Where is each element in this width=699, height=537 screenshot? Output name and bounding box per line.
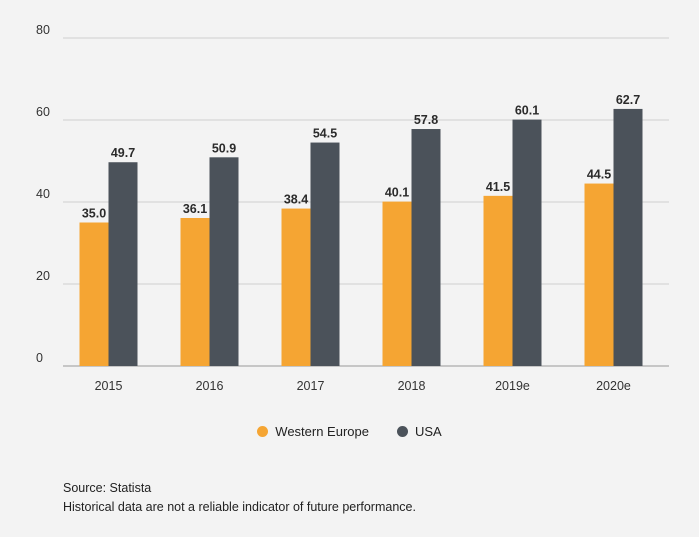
- data-label-western-europe-2017: 38.4: [284, 193, 308, 207]
- bar-usa-2018: [411, 129, 441, 366]
- bar-usa-2017: [310, 142, 340, 366]
- bar-usa-2015: [108, 162, 138, 366]
- data-label-usa-2015: 49.7: [111, 146, 135, 160]
- bar-western-europe-2020e: [584, 183, 614, 366]
- data-label-usa-2016: 50.9: [212, 141, 236, 155]
- bar-western-europe-2016: [180, 217, 210, 366]
- bar-western-europe-2018: [382, 201, 412, 366]
- x-tick-label-2015: 2015: [95, 379, 123, 393]
- y-tick-label-80: 80: [36, 23, 50, 37]
- x-tick-label-2016: 2016: [196, 379, 224, 393]
- data-label-usa-2019e: 60.1: [515, 104, 539, 118]
- legend-label-usa: USA: [414, 424, 442, 439]
- data-label-usa-2020e: 62.7: [616, 93, 640, 107]
- legend-label-western-europe: Western Europe: [275, 424, 369, 439]
- bar-western-europe-2015: [79, 222, 109, 366]
- data-label-western-europe-2016: 36.1: [183, 202, 207, 216]
- bar-western-europe-2017: [281, 208, 311, 366]
- y-tick-label-60: 60: [36, 105, 50, 119]
- data-label-western-europe-2018: 40.1: [385, 186, 409, 200]
- legend-swatch-western-europe: [257, 426, 269, 437]
- data-label-western-europe-2019e: 41.5: [486, 180, 510, 194]
- y-tick-label-0: 0: [36, 351, 43, 365]
- x-tick-label-2018: 2018: [398, 379, 426, 393]
- x-tick-label-2019e: 2019e: [495, 379, 530, 393]
- x-tick-label-2017: 2017: [297, 379, 325, 393]
- bar-usa-2019e: [512, 119, 542, 366]
- disclaimer-note: Historical data are not a reliable indic…: [63, 500, 416, 514]
- x-axis-ticks: 2015 2016 2017 2018 2019e 2020e: [95, 379, 631, 393]
- chart-legend: Western Europe USA: [0, 424, 699, 439]
- gridlines: [63, 37, 669, 367]
- data-label-western-europe-2015: 35.0: [82, 207, 106, 221]
- x-tick-label-2020e: 2020e: [596, 379, 631, 393]
- y-tick-label-20: 20: [36, 269, 50, 283]
- legend-swatch-usa: [396, 426, 408, 437]
- bar-western-europe-2019e: [483, 195, 513, 366]
- y-axis-ticks: 0 20 40 60 80: [36, 23, 50, 365]
- bar-chart: 0 20 40 60 80 35.0 49.7 36.1 50.9 38.4 54.5 40.1 57…: [36, 23, 669, 393]
- data-label-western-europe-2020e: 44.5: [587, 168, 611, 182]
- source-note: Source: Statista: [63, 481, 152, 495]
- bar-usa-2020e: [613, 108, 643, 367]
- y-tick-label-40: 40: [36, 187, 50, 201]
- data-label-usa-2017: 54.5: [313, 127, 337, 141]
- legend-item-western-europe: Western Europe: [257, 424, 369, 439]
- bar-usa-2016: [209, 157, 239, 366]
- bars: [79, 108, 643, 367]
- data-label-usa-2018: 57.8: [414, 113, 438, 127]
- chart-footer: Source: Statista Historical data are not…: [63, 479, 416, 517]
- data-labels: 35.0 49.7 36.1 50.9 38.4 54.5 40.1 57.8 41.5 60.1…: [82, 93, 640, 221]
- legend-item-usa: USA: [396, 424, 442, 439]
